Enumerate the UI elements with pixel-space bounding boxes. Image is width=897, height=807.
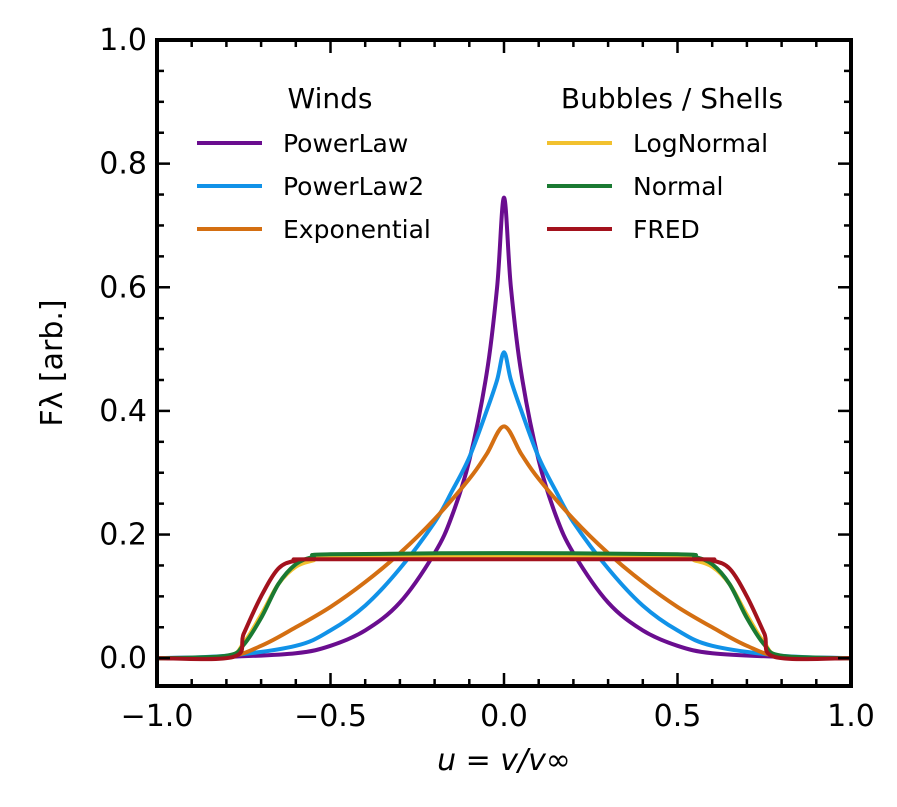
y-tick-label: 0.4 — [99, 394, 147, 429]
legend-title: Bubbles / Shells — [561, 82, 783, 115]
legend-title: Winds — [288, 82, 373, 115]
y-tick-label: 0.8 — [99, 147, 147, 182]
x-tick-label: 0.0 — [480, 699, 528, 734]
x-tick-label: 0.5 — [654, 699, 702, 734]
legend-label-powerlaw2: PowerLaw2 — [283, 172, 424, 201]
series-line-normal — [156, 551, 852, 661]
x-tick-label: 1.0 — [827, 699, 875, 734]
series-line-powerlaw — [156, 195, 852, 661]
y-tick-label: 0.6 — [99, 270, 147, 305]
series-line-exponential — [156, 424, 852, 661]
series-line-fred — [156, 557, 852, 662]
legend-label-fred: FRED — [633, 215, 700, 244]
y-tick-label: 1.0 — [99, 23, 147, 58]
x-axis-label: u = v/v∞ — [437, 743, 571, 778]
y-axis-label: Fλ [arb.] — [35, 299, 70, 426]
plot-frame — [155, 38, 853, 688]
x-tick-label: −0.5 — [294, 699, 367, 734]
series-line-powerlaw2 — [156, 350, 852, 661]
legend: Winds PowerLaw PowerLaw2 Exponential Bubbles… — [197, 82, 783, 244]
x-tick-label: −1.0 — [121, 699, 194, 734]
ticks-layer: −1.0 −0.5 0.0 0.5 1.0 0.0 0.2 0.4 0.6 0.8 1.0 — [99, 23, 875, 734]
legend-label-normal: Normal — [633, 172, 723, 201]
y-tick-label: 0.2 — [99, 518, 147, 553]
legend-label-exponential: Exponential — [283, 215, 431, 244]
y-tick-label: 0.0 — [99, 641, 147, 676]
series-layer — [156, 195, 852, 662]
legend-label-powerlaw: PowerLaw — [283, 129, 408, 158]
legend-label-lognormal: LogNormal — [633, 129, 768, 158]
